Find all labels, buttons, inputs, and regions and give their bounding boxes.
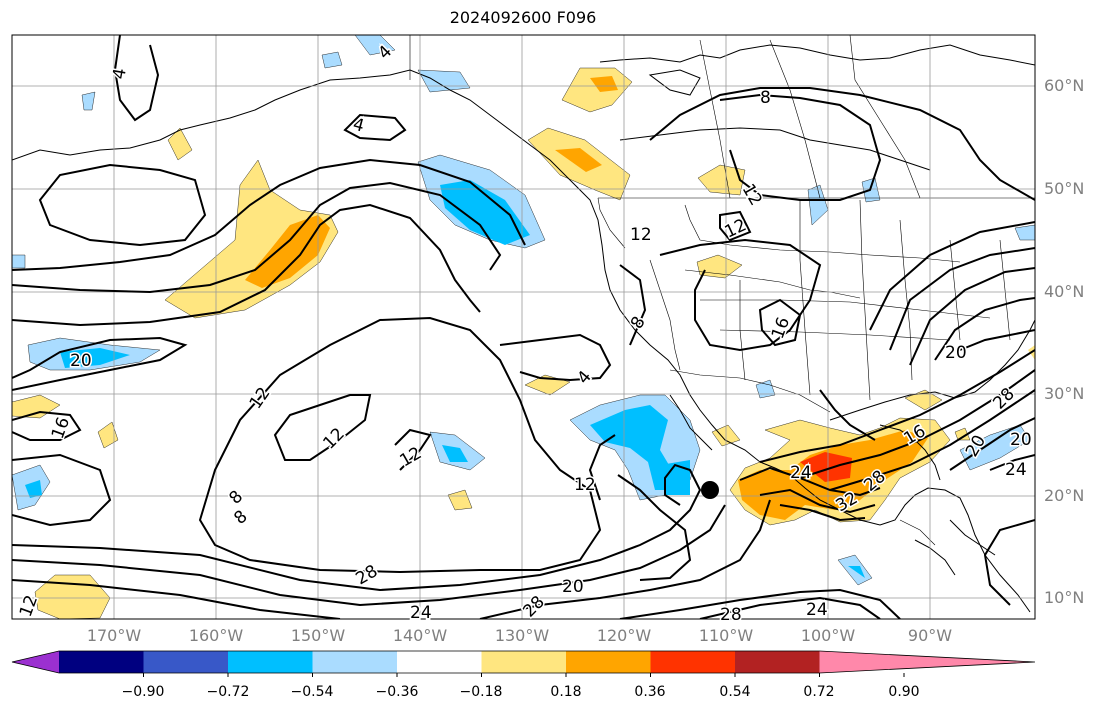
storm-center-marker [701, 481, 719, 499]
colorbar-tick-label: −0.36 [375, 684, 419, 700]
colorbar-tick-label: 0.18 [550, 684, 582, 700]
lat-label: 60°N [1044, 76, 1085, 95]
colorbar-segment [312, 651, 398, 673]
lat-label: 20°N [1044, 486, 1085, 505]
lon-label: 140°W [392, 626, 448, 645]
contour-label: 20 [70, 351, 92, 371]
lon-label: 150°W [290, 626, 346, 645]
contour-label: 20 [562, 577, 584, 597]
colorbar-tick-label: 0.90 [888, 684, 920, 700]
lat-label: 10°N [1044, 588, 1085, 607]
colorbar-segment [143, 651, 229, 673]
map-frame [11, 34, 1036, 620]
gridlines [12, 35, 1035, 619]
contour-label: 20 [1010, 430, 1032, 450]
colorbar-tick-label: 0.72 [803, 684, 835, 700]
colorbar-arrow-left [12, 651, 59, 673]
lon-label: 120°W [596, 626, 652, 645]
colorbar-segment [228, 651, 313, 673]
contour-label: 12 [630, 225, 652, 245]
contour-label: 24 [806, 600, 828, 620]
colorbar-segment [566, 651, 651, 673]
map-title: 2024092600 F096 [449, 8, 597, 27]
contour-label: 28 [720, 605, 742, 625]
colorbar-outline [11, 650, 1036, 674]
contour-lines [12, 35, 1035, 619]
colorbar-segment [397, 651, 482, 673]
colorbar-segment [650, 651, 736, 673]
contour-label: 8 [760, 88, 771, 108]
colorbar-tick-label: −0.18 [459, 684, 503, 700]
contour-label: 24 [790, 463, 812, 483]
colorbar [11, 650, 1036, 677]
positive-anomaly-fills [12, 67, 1035, 619]
lon-label: 170°W [86, 626, 142, 645]
lon-label: 130°W [494, 626, 550, 645]
contour-label: 4 [109, 67, 131, 81]
colorbar-segment [481, 651, 567, 673]
colorbar-segment [735, 651, 820, 673]
lon-label: 160°W [188, 626, 244, 645]
lat-label: 40°N [1044, 282, 1085, 301]
contour-label: 24 [410, 603, 432, 623]
colorbar-tick-label: 0.36 [634, 684, 666, 700]
colorbar-tick-label: 0.54 [719, 684, 751, 700]
contour-label: 20 [945, 343, 967, 363]
colorbar-tick-label: −0.54 [290, 684, 334, 700]
contour-label: 24 [1005, 460, 1027, 480]
colorbar-tick-label: −0.90 [121, 684, 165, 700]
map-area [12, 35, 1035, 619]
lat-label: 50°N [1044, 179, 1085, 198]
colorbar-tick-label: −0.72 [206, 684, 250, 700]
lon-label: 100°W [800, 626, 856, 645]
colorbar-segment [59, 651, 144, 673]
colorbar-arrow-right [819, 651, 1035, 673]
lon-label: 110°W [698, 626, 754, 645]
contour-label: 12 [574, 475, 596, 495]
lon-label: 90°W [907, 626, 953, 645]
lat-label: 30°N [1044, 384, 1085, 403]
